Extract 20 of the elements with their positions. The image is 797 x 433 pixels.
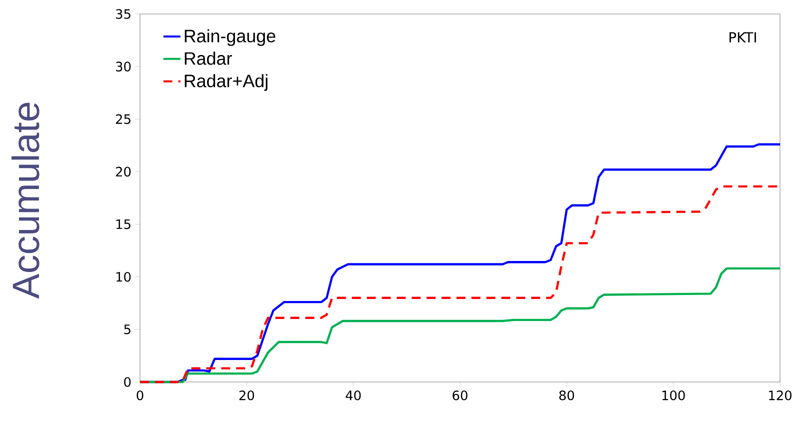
annotation: PKTI — [730, 32, 756, 42]
x-tick-label: 40 — [346, 390, 361, 400]
y-tick-label: 5 — [124, 324, 130, 334]
legend-label: Radar — [184, 52, 232, 65]
x-tick-label: 0 — [136, 390, 144, 400]
y-tick-label: 0 — [124, 377, 131, 387]
y-tick-label: 25 — [116, 114, 130, 124]
x-tick-label: 20 — [239, 390, 254, 400]
y-tick-label: 20 — [116, 166, 131, 177]
y-axis-title: Accumulate — [12, 102, 40, 299]
x-tick-label: 120 — [769, 390, 792, 400]
legend-label: Radar+Adj — [184, 74, 268, 91]
x-tick-label: 60 — [452, 390, 468, 400]
y-tick-label: 35 — [116, 9, 130, 19]
x-tick-label: 100 — [662, 390, 685, 400]
x-tick-label: 80 — [559, 390, 574, 400]
y-tick-label: 10 — [116, 272, 131, 282]
legend-label: Rain-gauge — [184, 29, 276, 46]
y-tick-label: 30 — [116, 62, 131, 72]
y-tick-label: 15 — [116, 219, 130, 230]
